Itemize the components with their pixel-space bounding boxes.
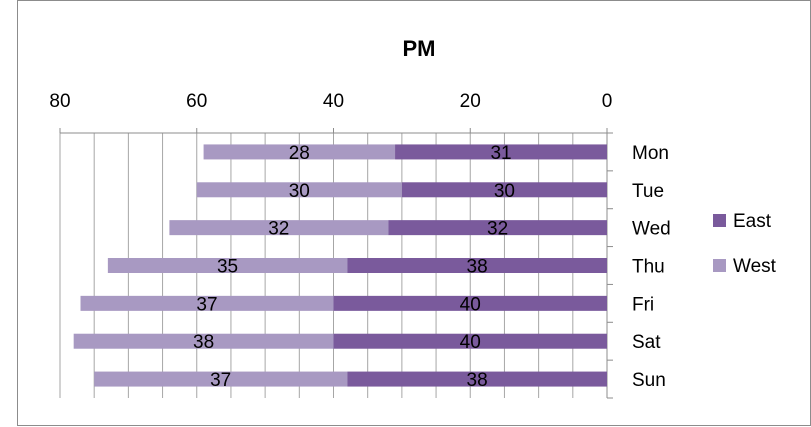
chart-title: PM [403, 36, 436, 61]
legend-swatch [713, 214, 726, 227]
x-tick-label: 40 [323, 91, 344, 112]
legend-label: East [733, 211, 772, 232]
bar-west [169, 220, 389, 236]
chart-border [17, 0, 811, 426]
data-label-west: 28 [289, 143, 310, 164]
axes: 80 60 40 20 0 Mon Tue Wed Thu Fri Sat Sun [49, 91, 671, 399]
data-label-west: 37 [196, 294, 217, 315]
legend-label: West [733, 256, 777, 277]
x-tick-label: 0 [602, 91, 613, 112]
category-label: Sat [632, 332, 661, 353]
category-label: Wed [632, 219, 671, 240]
bar-west [196, 182, 402, 198]
bar-west [203, 144, 396, 160]
bar-east [347, 258, 607, 273]
category-label: Sun [632, 370, 666, 391]
category-label: Fri [632, 294, 654, 315]
data-label-west: 37 [210, 370, 231, 391]
legend-swatch [713, 259, 726, 272]
bar-east [333, 333, 607, 349]
data-label-west: 30 [289, 181, 310, 202]
bar-east [401, 182, 607, 198]
legend: East West [713, 211, 777, 277]
x-tick-label: 60 [186, 91, 207, 112]
data-label-west: 35 [217, 257, 238, 278]
category-label: Tue [632, 181, 664, 202]
data-label-east: 38 [467, 257, 488, 278]
data-label-east: 40 [460, 294, 481, 315]
x-tick-label: 80 [49, 91, 70, 112]
category-label: Mon [632, 143, 669, 164]
bar-east [333, 295, 607, 311]
data-label-east: 31 [490, 143, 511, 164]
bar-west [80, 295, 334, 311]
data-label-east: 38 [467, 370, 488, 391]
data-label-west: 32 [268, 219, 289, 240]
data-label-east: 32 [487, 219, 508, 240]
data-label-west: 38 [193, 332, 214, 353]
data-label-east: 30 [494, 181, 515, 202]
bars [73, 144, 607, 387]
bar-east [388, 220, 607, 236]
bar-east [395, 144, 607, 160]
bar-east [347, 371, 607, 387]
bar-west [73, 333, 334, 349]
bar-west [107, 258, 348, 273]
data-label-east: 40 [460, 332, 481, 353]
x-tick-label: 20 [460, 91, 481, 112]
category-label: Thu [632, 257, 665, 278]
bar-west [94, 371, 348, 387]
